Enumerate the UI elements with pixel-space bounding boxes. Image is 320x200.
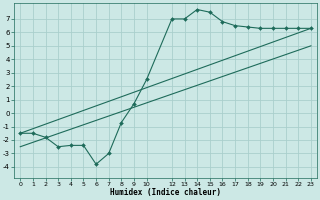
X-axis label: Humidex (Indice chaleur): Humidex (Indice chaleur)	[110, 188, 221, 197]
